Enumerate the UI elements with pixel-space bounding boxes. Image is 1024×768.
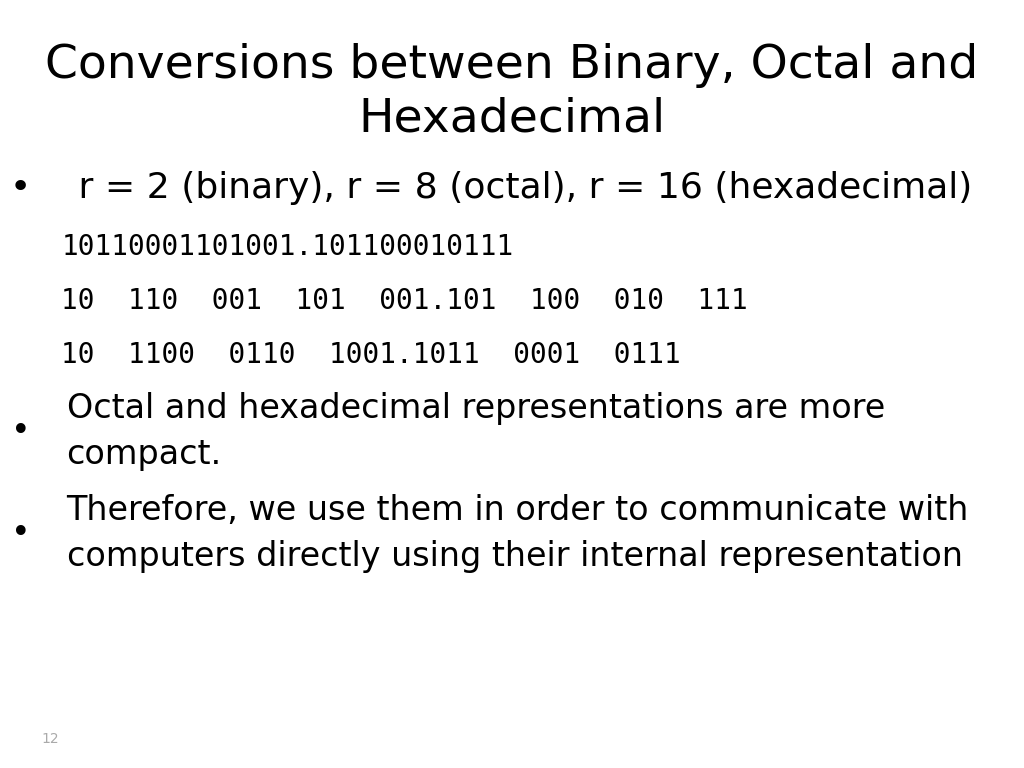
Text: Hexadecimal: Hexadecimal [358, 97, 666, 141]
Text: Octal and hexadecimal representations are more: Octal and hexadecimal representations ar… [67, 392, 885, 425]
Text: •: • [10, 518, 31, 550]
Text: Conversions between Binary, Octal and: Conversions between Binary, Octal and [45, 43, 979, 88]
Text: compact.: compact. [67, 439, 222, 471]
Text: r = 2 (binary), r = 8 (octal), r = 16 (hexadecimal): r = 2 (binary), r = 8 (octal), r = 16 (h… [67, 171, 972, 205]
Text: 10  1100  0110  1001.1011  0001  0111: 10 1100 0110 1001.1011 0001 0111 [61, 341, 681, 369]
Text: Therefore, we use them in order to communicate with: Therefore, we use them in order to commu… [67, 495, 969, 527]
Text: 12: 12 [41, 732, 58, 746]
Text: 10110001101001.101100010111: 10110001101001.101100010111 [61, 233, 514, 261]
Text: computers directly using their internal representation: computers directly using their internal … [67, 541, 963, 573]
Text: 10  110  001  101  001.101  100  010  111: 10 110 001 101 001.101 100 010 111 [61, 287, 749, 315]
Text: •: • [10, 171, 31, 205]
Text: •: • [10, 415, 31, 448]
